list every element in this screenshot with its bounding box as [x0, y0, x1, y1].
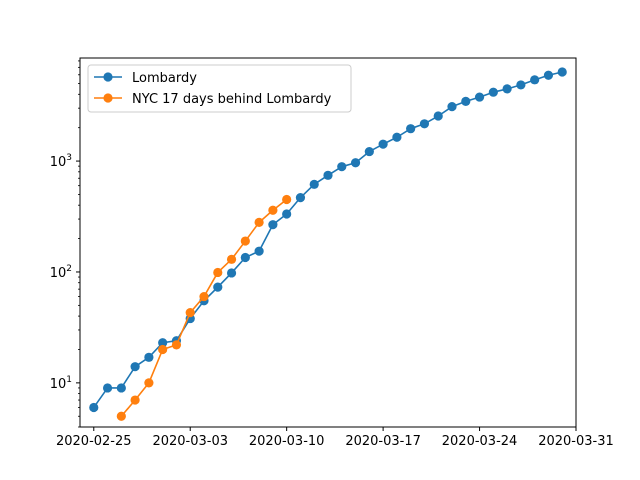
- y-tick-label: 103: [50, 153, 72, 170]
- y-tick-label: 101: [50, 375, 72, 392]
- data-point: [392, 132, 402, 142]
- data-point: [488, 87, 498, 97]
- legend-label: Lombardy: [132, 71, 197, 86]
- x-tick-label: 2020-03-03: [152, 434, 228, 449]
- data-point: [419, 119, 430, 129]
- data-point: [309, 179, 319, 189]
- data-point: [350, 158, 361, 168]
- data-point: [254, 217, 264, 227]
- data-point: [89, 402, 99, 413]
- data-point: [240, 236, 250, 246]
- data-point: [102, 383, 113, 393]
- data-point: [144, 378, 154, 388]
- legend-box: [87, 64, 352, 113]
- data-point: [323, 170, 333, 180]
- data-point: [530, 75, 540, 85]
- legend-label: NYC 17 days behind Lombardy: [132, 92, 332, 107]
- data-point: [116, 383, 126, 393]
- data-point: [516, 80, 526, 90]
- series-1: [89, 67, 567, 413]
- data-point: [171, 340, 182, 350]
- data-point: [130, 395, 140, 405]
- legend-marker: [103, 93, 113, 103]
- data-point: [185, 308, 195, 318]
- data-point: [254, 246, 264, 256]
- axis-ticks: 2020-02-25 2020-03-03 2020-03-10 2020-03-17…: [50, 60, 614, 449]
- data-point: [447, 102, 457, 112]
- data-point: [158, 338, 168, 348]
- data-point: [364, 146, 374, 157]
- plot-series: [89, 67, 567, 421]
- data-point: [474, 92, 485, 102]
- x-tick-label: 2020-03-10: [249, 434, 325, 449]
- data-point: [116, 411, 126, 421]
- data-point: [213, 282, 223, 292]
- x-tick-label: 2020-02-25: [56, 434, 132, 449]
- x-tick-label: 2020-03-31: [538, 434, 614, 449]
- x-tick-label: 2020-03-17: [345, 434, 421, 449]
- data-point: [268, 205, 278, 215]
- series-line: [93, 71, 563, 408]
- data-point: [158, 344, 168, 355]
- data-point: [337, 162, 347, 172]
- data-point: [282, 194, 292, 205]
- data-point: [557, 67, 567, 77]
- legend-marker: [103, 72, 113, 82]
- data-point: [461, 96, 471, 106]
- series-2: [116, 194, 292, 421]
- data-point: [213, 267, 223, 278]
- data-point: [543, 70, 554, 80]
- data-point: [144, 352, 154, 362]
- data-point: [295, 193, 306, 203]
- data-point: [130, 362, 140, 372]
- data-point: [226, 254, 237, 264]
- data-point: [240, 252, 250, 263]
- data-point: [268, 220, 278, 230]
- data-point: [406, 124, 416, 134]
- legend: Lombardy NYC 17 days behind Lombardy: [87, 64, 352, 113]
- data-point: [378, 139, 388, 149]
- x-tick-label: 2020-03-24: [442, 434, 518, 449]
- y-tick-label: 102: [50, 264, 72, 281]
- data-point: [433, 111, 443, 121]
- data-point: [282, 209, 292, 219]
- data-point: [199, 291, 209, 302]
- axes-frame: [79, 57, 577, 428]
- data-point: [502, 84, 512, 94]
- data-point: [226, 268, 237, 278]
